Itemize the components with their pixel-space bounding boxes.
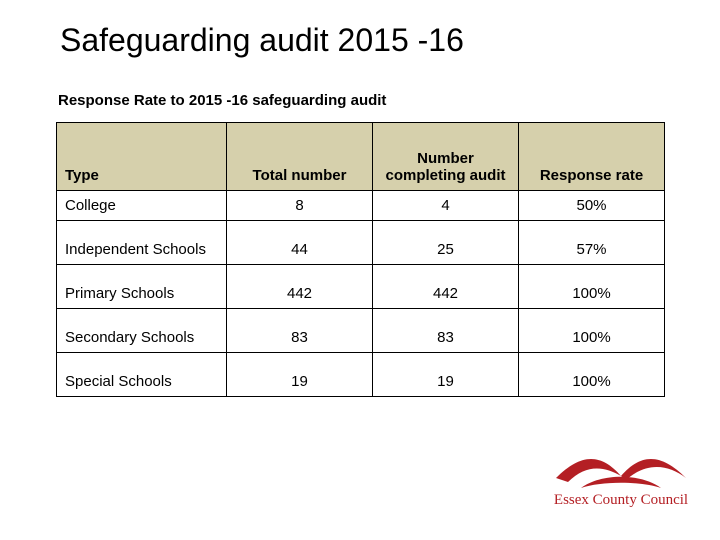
essex-county-council-logo: Essex County Council [546,448,696,526]
cell-rate: 50% [519,191,665,221]
table-caption: Response Rate to 2015 -16 safeguarding a… [58,92,386,109]
response-rate-table: Type Total number Number completing audi… [56,122,665,397]
cell-rate: 57% [519,221,665,265]
table-row: Primary Schools 442 442 100% [57,265,665,309]
cell-total: 19 [227,353,373,397]
col-header-completed: Number completing audit [373,123,519,191]
cell-total: 8 [227,191,373,221]
cell-type: Independent Schools [57,221,227,265]
cell-completed: 4 [373,191,519,221]
table-row: Secondary Schools 83 83 100% [57,309,665,353]
table-header-row: Type Total number Number completing audi… [57,123,665,191]
cell-type: College [57,191,227,221]
cell-total: 83 [227,309,373,353]
table-row: College 8 4 50% [57,191,665,221]
col-header-rate: Response rate [519,123,665,191]
cell-total: 44 [227,221,373,265]
page-title: Safeguarding audit 2015 -16 [60,22,464,59]
cell-rate: 100% [519,265,665,309]
cell-type: Secondary Schools [57,309,227,353]
cell-completed: 19 [373,353,519,397]
cell-completed: 83 [373,309,519,353]
cell-completed: 25 [373,221,519,265]
table-row: Independent Schools 44 25 57% [57,221,665,265]
cell-type: Primary Schools [57,265,227,309]
col-header-type: Type [57,123,227,191]
logo-swash-icon [546,448,696,494]
logo-text: Essex County Council [546,492,696,508]
cell-type: Special Schools [57,353,227,397]
table-row: Special Schools 19 19 100% [57,353,665,397]
cell-completed: 442 [373,265,519,309]
cell-rate: 100% [519,309,665,353]
cell-total: 442 [227,265,373,309]
col-header-total: Total number [227,123,373,191]
cell-rate: 100% [519,353,665,397]
